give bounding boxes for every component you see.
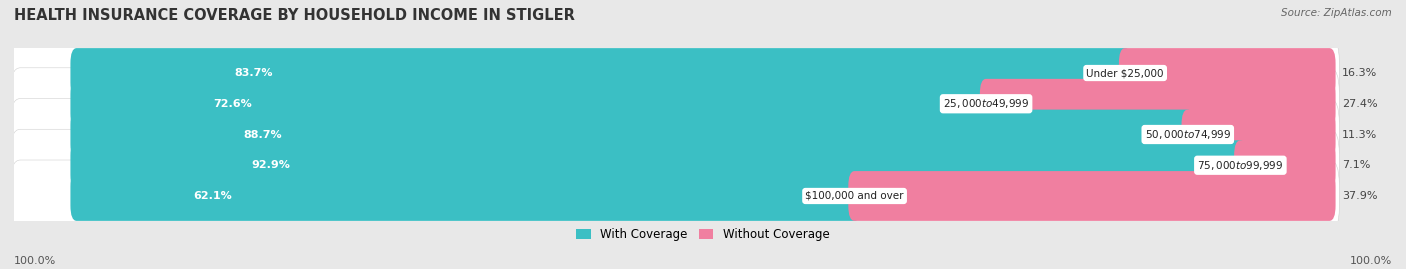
Text: $25,000 to $49,999: $25,000 to $49,999 — [943, 97, 1029, 110]
Text: $100,000 and over: $100,000 and over — [806, 191, 904, 201]
Text: 27.4%: 27.4% — [1341, 99, 1378, 109]
Text: 37.9%: 37.9% — [1341, 191, 1378, 201]
Text: 72.6%: 72.6% — [214, 99, 252, 109]
FancyBboxPatch shape — [70, 140, 1247, 190]
Text: 16.3%: 16.3% — [1341, 68, 1376, 78]
Text: 92.9%: 92.9% — [252, 160, 290, 170]
Text: 7.1%: 7.1% — [1341, 160, 1371, 170]
FancyBboxPatch shape — [70, 171, 860, 221]
FancyBboxPatch shape — [1119, 48, 1336, 98]
Text: HEALTH INSURANCE COVERAGE BY HOUSEHOLD INCOME IN STIGLER: HEALTH INSURANCE COVERAGE BY HOUSEHOLD I… — [14, 8, 575, 23]
Text: 100.0%: 100.0% — [14, 256, 56, 266]
Legend: With Coverage, Without Coverage: With Coverage, Without Coverage — [572, 223, 834, 246]
Text: 83.7%: 83.7% — [233, 68, 273, 78]
FancyBboxPatch shape — [10, 68, 1340, 140]
Text: Under $25,000: Under $25,000 — [1087, 68, 1164, 78]
FancyBboxPatch shape — [848, 171, 1336, 221]
FancyBboxPatch shape — [10, 98, 1340, 171]
FancyBboxPatch shape — [70, 79, 993, 129]
FancyBboxPatch shape — [1234, 140, 1336, 190]
Text: 62.1%: 62.1% — [194, 191, 232, 201]
Text: 100.0%: 100.0% — [1350, 256, 1392, 266]
Text: $50,000 to $74,999: $50,000 to $74,999 — [1144, 128, 1230, 141]
FancyBboxPatch shape — [70, 48, 1132, 98]
FancyBboxPatch shape — [10, 160, 1340, 232]
Text: 11.3%: 11.3% — [1341, 129, 1376, 140]
FancyBboxPatch shape — [10, 129, 1340, 201]
FancyBboxPatch shape — [10, 37, 1340, 109]
FancyBboxPatch shape — [1181, 109, 1336, 160]
Text: 88.7%: 88.7% — [243, 129, 283, 140]
FancyBboxPatch shape — [70, 109, 1194, 160]
Text: Source: ZipAtlas.com: Source: ZipAtlas.com — [1281, 8, 1392, 18]
FancyBboxPatch shape — [980, 79, 1336, 129]
Text: $75,000 to $99,999: $75,000 to $99,999 — [1198, 159, 1284, 172]
